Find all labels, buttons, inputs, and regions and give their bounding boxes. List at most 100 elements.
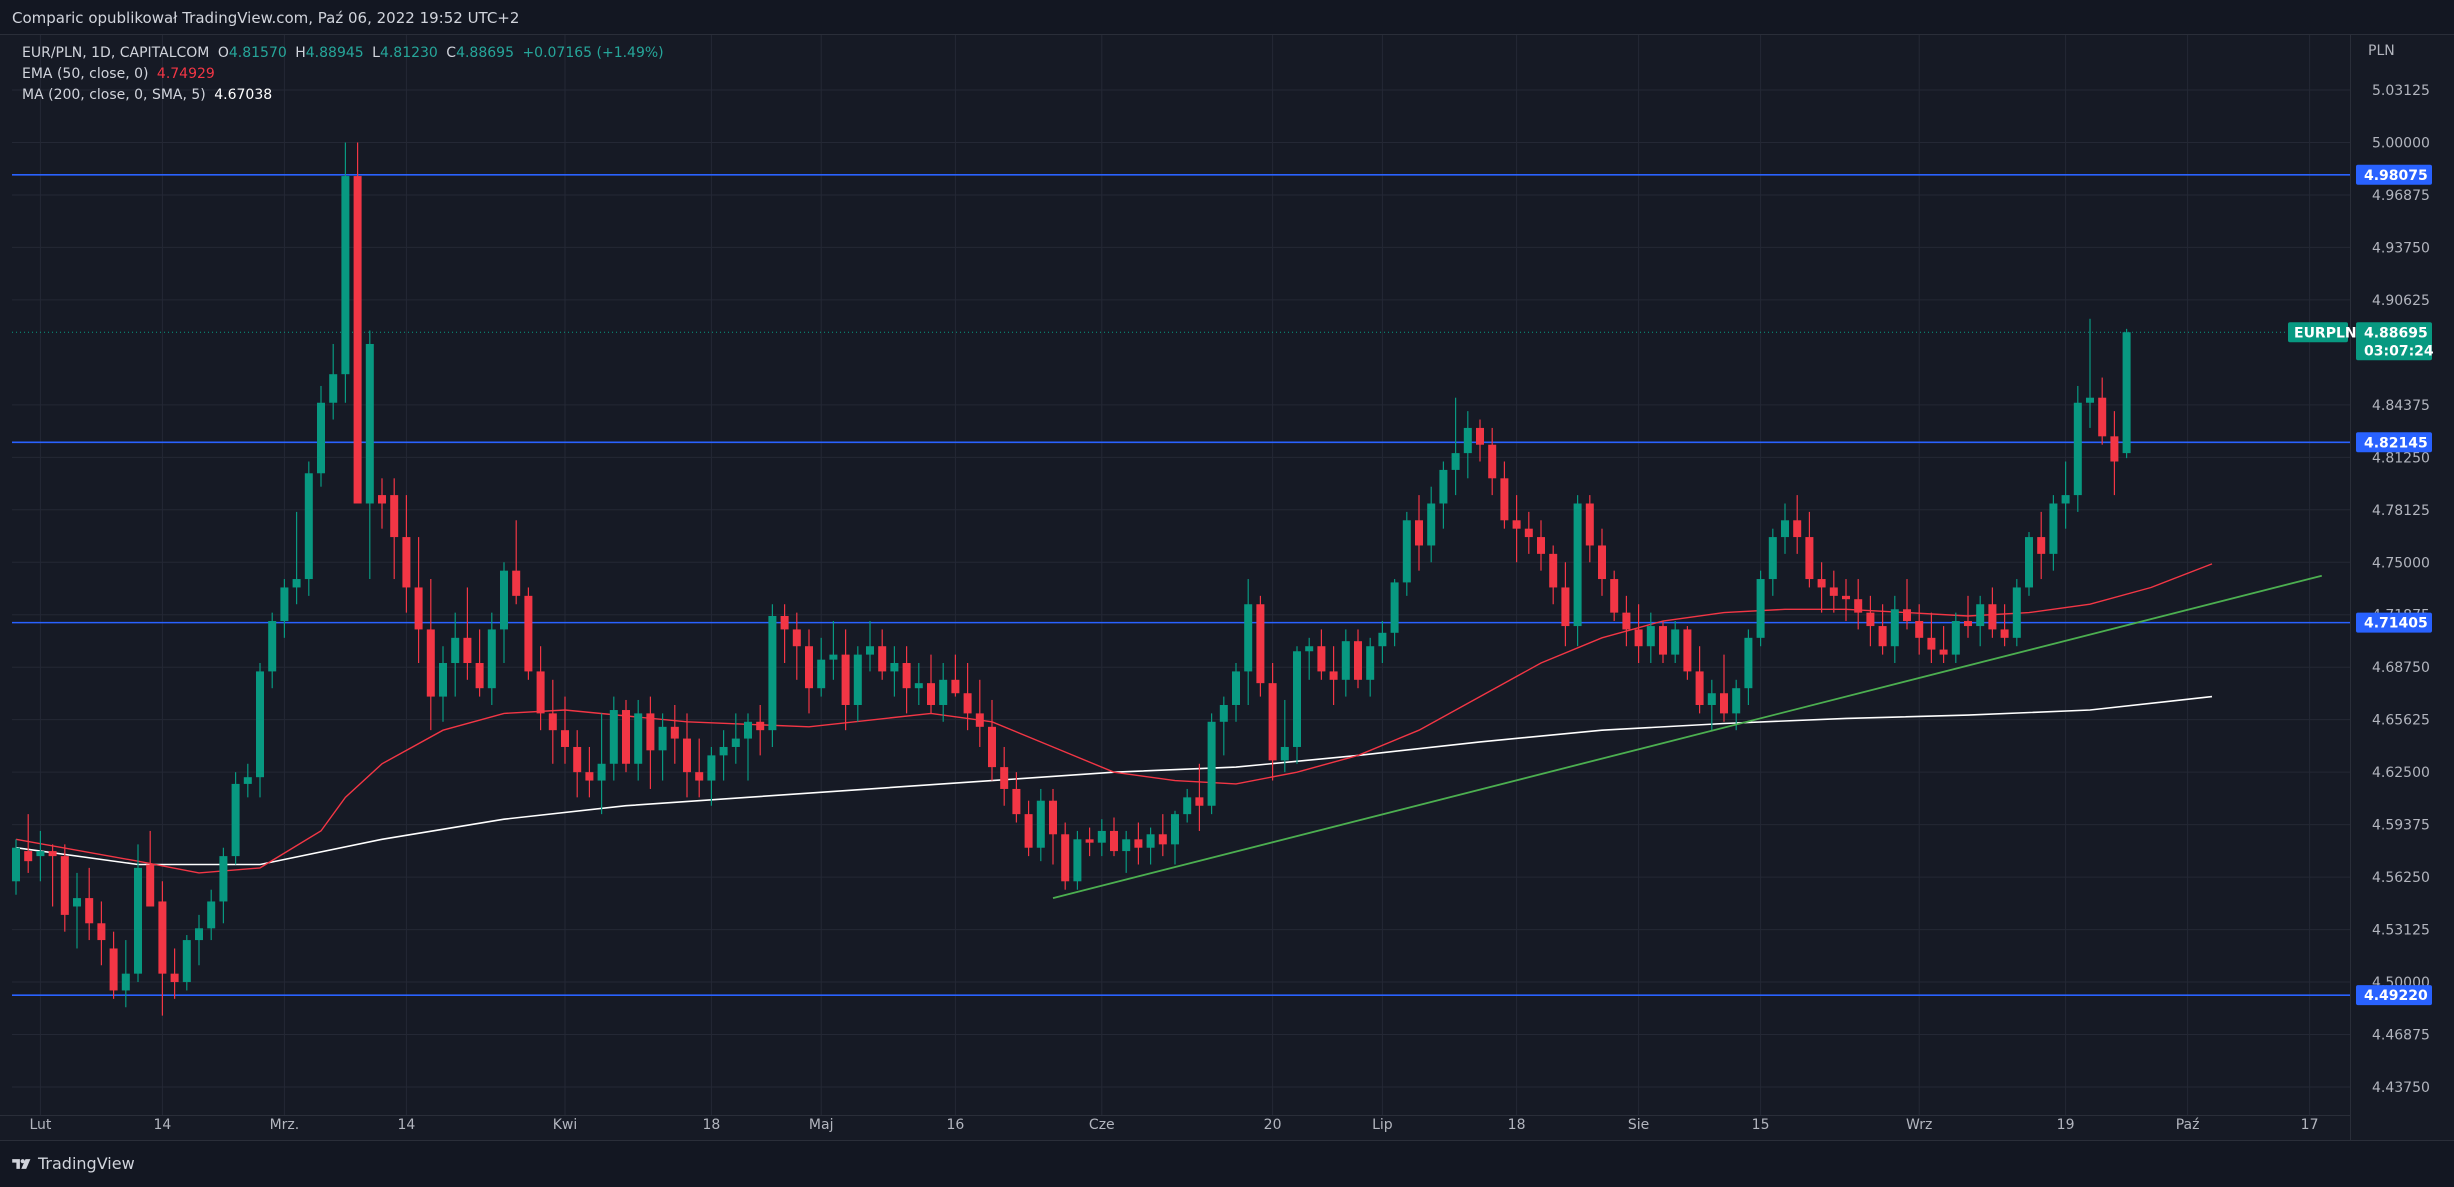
- price-chart[interactable]: 5.03125 5.00000 4.96875 4.93750 4.90625 4.843…: [0, 35, 2454, 1140]
- legend-ema-value: 4.74929: [156, 66, 215, 82]
- candle-body: [927, 683, 935, 705]
- time-tick-label: 17: [2301, 1117, 2319, 1133]
- candle-body: [500, 570, 508, 630]
- candle-body: [866, 646, 874, 655]
- candle-body: [719, 746, 728, 756]
- candle-body: [1964, 621, 1972, 627]
- time-tick-label: Kwi: [553, 1117, 578, 1133]
- candle-body: [1720, 693, 1728, 714]
- candle-body: [1219, 704, 1228, 722]
- candle-body: [1817, 579, 1826, 588]
- candle-body: [1146, 834, 1155, 848]
- candle-body: [573, 746, 582, 773]
- candle-body: [1134, 839, 1143, 848]
- candle-body: [622, 710, 630, 764]
- time-tick-label: Lut: [29, 1117, 51, 1133]
- candle-body: [878, 646, 887, 672]
- time-tick-label: 18: [1508, 1117, 1526, 1133]
- candle-body: [939, 679, 948, 705]
- candle-body: [97, 923, 106, 941]
- symbol-badge: [2288, 322, 2348, 343]
- candle-body: [1061, 834, 1070, 882]
- level-price-badge: [2356, 985, 2432, 1006]
- candle-body: [1244, 604, 1253, 672]
- candle-body: [219, 856, 228, 902]
- candle-body: [585, 772, 594, 781]
- candle-body: [817, 659, 826, 689]
- candle-body: [1842, 595, 1850, 600]
- candle-body: [951, 679, 960, 694]
- candle-body: [683, 738, 691, 773]
- candle-body: [2049, 503, 2058, 554]
- time-tick-label: 19: [2057, 1117, 2075, 1133]
- legend-symbol: EUR/PLN, 1D, CAPITALCOM: [22, 45, 210, 61]
- candle-body: [1585, 503, 1594, 546]
- time-tick-label: Wrz: [1906, 1117, 1932, 1133]
- candle-body: [695, 772, 704, 781]
- time-tick-label: 14: [397, 1117, 415, 1133]
- candle-body: [1378, 632, 1387, 647]
- level-price-badge: [2356, 164, 2432, 185]
- candle-body: [2073, 402, 2082, 496]
- candle-body: [475, 663, 484, 689]
- candle-body: [1878, 626, 1887, 647]
- candle-body: [1195, 797, 1204, 806]
- candle-body: [121, 973, 130, 991]
- candle-body: [365, 343, 374, 504]
- candle-body: [60, 856, 69, 915]
- candle-body: [2061, 495, 2070, 504]
- candle-body: [1561, 587, 1570, 627]
- candle-body: [280, 587, 289, 622]
- candle-body: [36, 851, 45, 857]
- price-tick-label: 4.78125: [2372, 503, 2430, 519]
- candle-body: [1427, 503, 1436, 546]
- candle-body: [1622, 612, 1631, 630]
- level-price-badge-text: 4.71405: [2364, 616, 2428, 632]
- candle-body: [1695, 671, 1704, 705]
- candle-body: [292, 579, 301, 588]
- candle-body: [317, 402, 325, 474]
- price-tick-label: 5.00000: [2372, 135, 2430, 151]
- candle-body: [634, 713, 643, 764]
- candle-body: [1707, 693, 1716, 705]
- candle-body: [195, 928, 203, 941]
- time-tick-label: Cze: [1089, 1117, 1115, 1133]
- candle-body: [2098, 397, 2107, 437]
- candle-body: [1073, 839, 1082, 882]
- candle-body: [829, 654, 838, 660]
- level-price-badge-text: 4.82145: [2364, 435, 2428, 451]
- candle-body: [439, 663, 447, 697]
- price-tick-label: 4.90625: [2372, 293, 2430, 309]
- legend-ema-row[interactable]: EMA (50, close, 0) 4.74929: [22, 64, 668, 85]
- tradingview-brand[interactable]: TradingView: [12, 1154, 135, 1173]
- time-tick-label: 14: [153, 1117, 171, 1133]
- price-tick-label: 4.53125: [2372, 923, 2430, 939]
- candle-body: [1793, 520, 1802, 538]
- candle-body: [158, 901, 167, 974]
- candle-body: [1951, 621, 1960, 655]
- legend-ma-row[interactable]: MA (200, close, 0, SMA, 5) 4.67038: [22, 85, 668, 106]
- legend-ema-label: EMA (50, close, 0): [22, 66, 149, 82]
- candle-body: [1683, 629, 1692, 672]
- candle-body: [1805, 537, 1814, 580]
- level-price-badge: [2356, 432, 2432, 453]
- candle-body: [304, 473, 313, 580]
- candle-body: [1110, 830, 1118, 852]
- legend-close-value: 4.88695: [456, 45, 514, 61]
- candle-body: [134, 867, 142, 974]
- candle-body: [1854, 599, 1863, 613]
- candle-body: [85, 898, 94, 924]
- price-tick-label: 4.46875: [2372, 1028, 2430, 1044]
- candle-body: [1341, 641, 1350, 680]
- candle-body: [1256, 604, 1265, 684]
- chart-area[interactable]: 5.03125 5.00000 4.96875 4.93750 4.90625 4.843…: [0, 35, 2454, 1140]
- candle-body: [609, 710, 618, 764]
- candle-body: [378, 495, 386, 504]
- candle-body: [1634, 629, 1643, 647]
- candle-body: [1036, 800, 1045, 848]
- candle-body: [231, 783, 240, 857]
- countdown-text: 03:07:24: [2364, 343, 2434, 359]
- candle-body: [329, 374, 338, 403]
- time-tick-label: Maj: [809, 1117, 834, 1133]
- price-tick-label: 4.93750: [2372, 240, 2430, 256]
